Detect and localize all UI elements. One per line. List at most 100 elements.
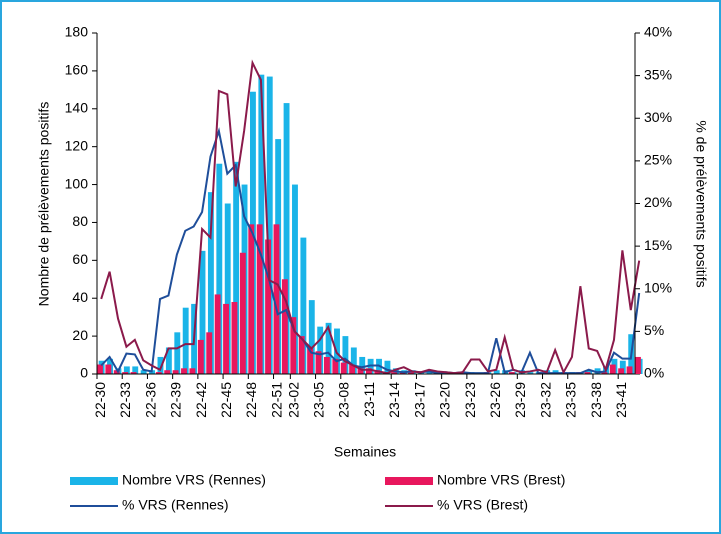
bar — [207, 192, 214, 374]
bar — [619, 360, 626, 374]
y-tick-label: 180 — [65, 24, 89, 40]
x-tick-label: 23-29 — [512, 382, 528, 418]
y-tick-label: 40 — [72, 289, 88, 305]
bar — [165, 347, 172, 374]
bar — [584, 372, 591, 374]
y-axis-title: Nombre de prélèvements positifs — [36, 102, 52, 307]
x-tick-label: 23-11 — [361, 382, 377, 417]
bar — [359, 356, 366, 374]
x-tick-label: 22-45 — [218, 382, 234, 418]
bar — [239, 252, 246, 374]
y2-tick-label: 20% — [644, 194, 672, 210]
bar — [325, 322, 332, 374]
x-tick-label: 23-32 — [537, 382, 553, 418]
bar — [172, 370, 179, 374]
bar — [618, 368, 625, 374]
legend-swatch — [70, 477, 118, 485]
legend-label: % VRS (Rennes) — [122, 497, 229, 513]
bar — [350, 347, 357, 374]
bar — [155, 372, 162, 374]
bar — [181, 368, 187, 374]
bar — [391, 372, 398, 374]
legend-label: Nombre VRS (Brest) — [437, 472, 565, 488]
y-tick-label: 140 — [65, 99, 89, 115]
legend-label: Nombre VRS (Rennes) — [122, 472, 266, 488]
bar — [105, 364, 112, 374]
x-tick-label: 23-14 — [386, 382, 402, 418]
bar — [214, 294, 221, 374]
bar — [626, 366, 633, 374]
x-tick-label: 23-05 — [310, 382, 326, 418]
bar — [493, 370, 500, 374]
bar — [248, 224, 255, 374]
bar — [174, 332, 181, 374]
bar — [342, 336, 349, 374]
x-tick-label: 23-41 — [613, 382, 629, 418]
bar — [552, 370, 559, 374]
x-tick-label: 22-36 — [142, 382, 158, 418]
y-tick-label: 160 — [65, 62, 89, 78]
bar — [601, 372, 608, 374]
bar — [366, 368, 372, 374]
bar — [182, 307, 189, 374]
bar — [273, 224, 280, 374]
bar — [265, 239, 272, 374]
y-tick-label: 120 — [65, 137, 89, 153]
x-tick-label: 22-39 — [168, 382, 184, 418]
bar — [283, 103, 290, 374]
x-tick-label: 22-33 — [117, 382, 133, 418]
x-tick-label: 23-02 — [285, 382, 301, 418]
bar — [594, 368, 601, 374]
bar — [122, 372, 129, 374]
bar — [307, 347, 314, 374]
x-tick-label: 23-35 — [563, 382, 579, 418]
y2-tick-label: 15% — [644, 237, 672, 253]
legend-label: % VRS (Brest) — [437, 497, 528, 513]
x-axis-title: Semaines — [334, 444, 396, 460]
bar — [140, 370, 147, 374]
y2-tick-label: 10% — [644, 279, 672, 295]
bar — [97, 364, 103, 374]
y2-tick-label: 35% — [644, 66, 672, 82]
bar — [527, 372, 534, 374]
bar — [231, 302, 238, 374]
bar — [340, 362, 347, 374]
x-tick-label: 23-20 — [437, 382, 453, 418]
x-tick-label: 22-30 — [92, 382, 108, 418]
x-tick-label: 22-51 — [268, 382, 284, 418]
bar — [233, 161, 240, 374]
bar — [123, 366, 130, 374]
y2-tick-label: 0% — [644, 365, 664, 381]
y2-tick-label: 30% — [644, 109, 672, 125]
bar — [216, 163, 223, 374]
x-tick-label: 23-26 — [487, 382, 503, 418]
y2-tick-label: 25% — [644, 152, 672, 168]
bar — [317, 326, 324, 374]
x-tick-label: 23-17 — [411, 382, 427, 418]
bar — [323, 356, 330, 374]
bar — [197, 339, 204, 374]
y2-axis-title: % de prélèvements positifs — [693, 120, 709, 287]
bar — [223, 303, 229, 374]
x-tick-label: 23-38 — [588, 382, 604, 418]
bar — [199, 250, 206, 374]
bar — [308, 300, 315, 374]
y-tick-label: 80 — [72, 213, 88, 229]
y-tick-label: 60 — [72, 251, 88, 267]
bar — [292, 184, 298, 374]
bar — [132, 366, 139, 374]
bar — [384, 360, 391, 374]
bar — [224, 203, 231, 374]
bar — [332, 358, 339, 374]
bar — [130, 372, 137, 374]
bar — [609, 364, 616, 374]
bar — [266, 76, 273, 375]
x-tick-label: 22-42 — [193, 382, 209, 418]
bar — [206, 332, 213, 374]
line — [100, 127, 641, 375]
bar — [256, 224, 263, 374]
y-tick-label: 0 — [80, 365, 88, 381]
bar — [357, 368, 364, 374]
bar — [408, 372, 414, 374]
